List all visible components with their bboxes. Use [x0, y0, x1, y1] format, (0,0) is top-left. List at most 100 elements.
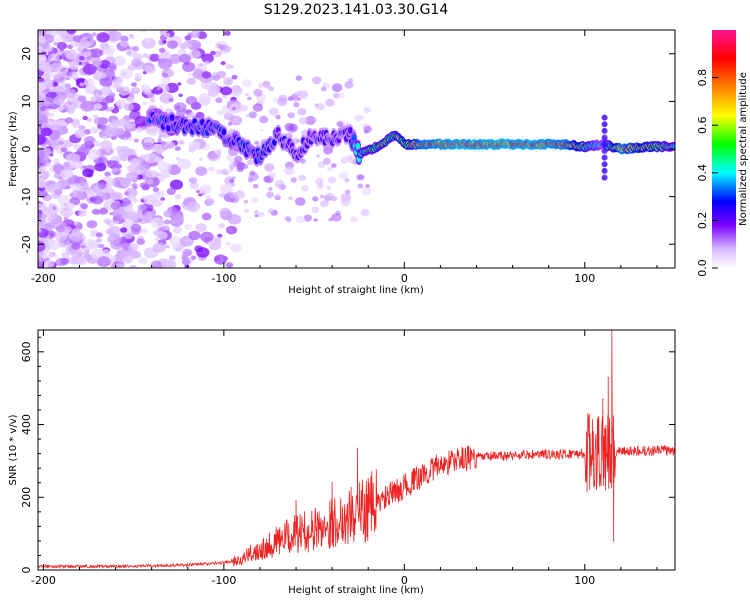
heatmap-cell: [201, 212, 212, 221]
heatmap-cell: [328, 217, 333, 222]
heatmap-cell: [82, 168, 94, 178]
heatmap-y-tick-label: 0: [20, 146, 33, 153]
heatmap-cell: [96, 32, 110, 43]
heatmap-cell: [173, 226, 183, 234]
heatmap-cell: [164, 219, 171, 225]
heatmap-cell: [145, 38, 151, 43]
heatmap-cell: [55, 206, 61, 211]
heatmap-cell: [53, 182, 62, 189]
heatmap-cell: [290, 177, 297, 183]
heatmap-cell: [41, 259, 47, 263]
heatmap-cell: [227, 122, 233, 126]
heatmap-cell: [149, 53, 160, 62]
heatmap-cell: [197, 76, 202, 80]
heatmap-cell: [247, 178, 254, 183]
heatmap-cell: [156, 86, 161, 91]
heatmap-cell: [126, 46, 132, 50]
heatmap-cell: [78, 210, 87, 217]
heatmap-cell: [38, 61, 51, 72]
heatmap-cell: [179, 53, 192, 64]
heatmap-cell: [231, 176, 236, 180]
heatmap-cell: [217, 233, 223, 238]
heatmap-cell: [245, 114, 250, 118]
heatmap-cell: [239, 104, 248, 112]
heatmap-cell: [51, 82, 59, 87]
heatmap-cell: [98, 117, 108, 125]
heatmap-cell: [48, 53, 60, 63]
heatmap-cell: [163, 210, 173, 218]
heatmap-cell: [38, 45, 44, 53]
heatmap-cell: [205, 195, 211, 199]
heatmap-cell: [99, 76, 113, 87]
colorbar-tick-label: 0.8: [696, 69, 709, 87]
heatmap-cell: [140, 205, 146, 210]
heatmap-cell: [301, 185, 309, 192]
heatmap-cell: [200, 231, 214, 243]
heatmap-cell: [115, 101, 122, 107]
heatmap-cell: [57, 194, 71, 205]
heatmap-cell: [77, 48, 83, 53]
heatmap-cell: [163, 32, 171, 38]
heatmap-cell: [38, 35, 47, 45]
heatmap-x-axis-label: Height of straight line (km): [288, 285, 424, 296]
heatmap-cell: [54, 188, 63, 196]
snr-x-tick-label: -200: [31, 574, 56, 587]
heatmap-cell: [103, 218, 112, 225]
heatmap-cell: [178, 93, 183, 98]
heatmap-cell: [61, 233, 67, 238]
heatmap-cell: [86, 37, 92, 42]
heatmap-cell: [85, 56, 92, 61]
heatmap-cell: [601, 141, 608, 148]
heatmap-cell: [44, 222, 55, 231]
heatmap-cell: [50, 62, 63, 73]
heatmap-cell: [38, 148, 47, 157]
heatmap-cell: [133, 186, 138, 190]
heatmap-cell: [53, 173, 61, 179]
heatmap-cell: [229, 191, 239, 199]
heatmap-cell: [99, 72, 107, 79]
heatmap-cell: [286, 217, 292, 223]
heatmap-cell: [338, 92, 345, 99]
heatmap-cell: [157, 134, 163, 139]
heatmap-cell: [176, 158, 192, 170]
heatmap-cell: [108, 63, 117, 70]
heatmap-cell: [298, 117, 309, 125]
heatmap-cell: [360, 115, 364, 119]
heatmap-cell: [267, 208, 275, 214]
heatmap-cell: [152, 187, 160, 192]
heatmap-cell: [95, 238, 102, 243]
heatmap-cell: [119, 40, 129, 48]
heatmap-cell: [287, 96, 294, 102]
heatmap-cell: [129, 158, 142, 168]
heatmap-cell: [84, 51, 92, 57]
heatmap-cell: [220, 86, 232, 96]
heatmap-cell: [158, 58, 173, 70]
heatmap-cell: [228, 64, 235, 69]
heatmap-cell: [155, 201, 160, 206]
heatmap-cell: [247, 96, 252, 101]
snr-y-tick-label: 200: [20, 487, 33, 508]
heatmap-y-tick-label: 20: [20, 47, 33, 61]
snr-spike-point: [596, 420, 599, 422]
heatmap-cell: [348, 156, 357, 164]
heatmap-cell: [92, 59, 102, 67]
heatmap-cell: [222, 77, 234, 86]
heatmap-cell: [136, 238, 145, 245]
heatmap-cell: [102, 135, 108, 140]
heatmap-cell: [317, 161, 326, 169]
heatmap-cell: [175, 194, 182, 200]
heatmap-cell: [158, 47, 166, 53]
heatmap-cell: [60, 257, 70, 265]
heatmap-cell: [218, 223, 225, 229]
heatmap-cell: [92, 114, 99, 119]
heatmap-cell: [134, 72, 143, 79]
heatmap-cell: [40, 214, 47, 219]
heatmap-cell: [340, 197, 351, 207]
heatmap-cell: [334, 216, 341, 222]
heatmap-cell: [59, 48, 64, 52]
heatmap-cell: [144, 154, 150, 158]
heatmap-cell: [61, 33, 74, 43]
heatmap-cell: [313, 218, 318, 222]
heatmap-cell: [214, 148, 223, 155]
